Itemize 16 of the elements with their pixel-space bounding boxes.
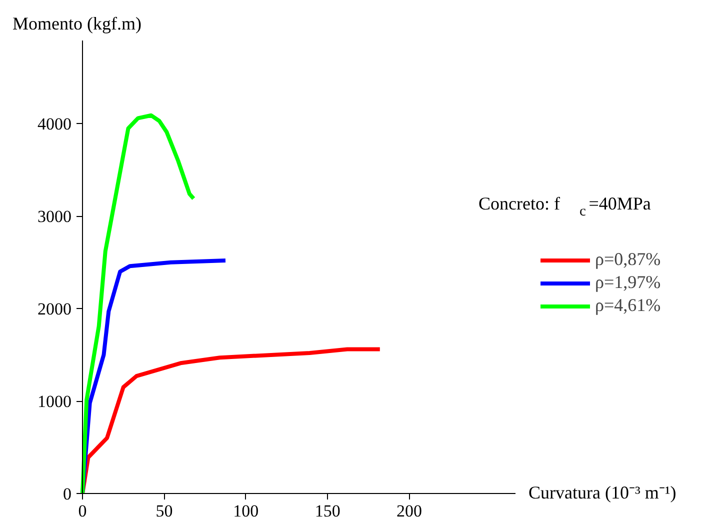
line-series bbox=[80, 113, 196, 496]
y-tick-label: 0 bbox=[63, 484, 72, 504]
y-tick-label: 4000 bbox=[38, 114, 72, 134]
y-tick-label: 2000 bbox=[38, 300, 72, 319]
y-tick-label: 1000 bbox=[38, 392, 72, 412]
x-tick-label: 100 bbox=[233, 502, 259, 520]
x-tick-label: 200 bbox=[396, 502, 422, 520]
legend-label: ρ=0,87% bbox=[595, 249, 661, 270]
legend-label: ρ=4,61% bbox=[595, 295, 661, 316]
legend-label: ρ=1,97% bbox=[595, 272, 661, 293]
x-tick-label: 0 bbox=[78, 502, 87, 520]
x-axis-title: Curvatura (10⁻³ m⁻¹) bbox=[528, 482, 676, 502]
x-tick-label: 150 bbox=[314, 502, 340, 520]
y-tick-label: 3000 bbox=[38, 207, 72, 226]
x-tick-label: 50 bbox=[156, 502, 173, 520]
y-axis-title: Momento (kgf.m) bbox=[12, 14, 142, 34]
